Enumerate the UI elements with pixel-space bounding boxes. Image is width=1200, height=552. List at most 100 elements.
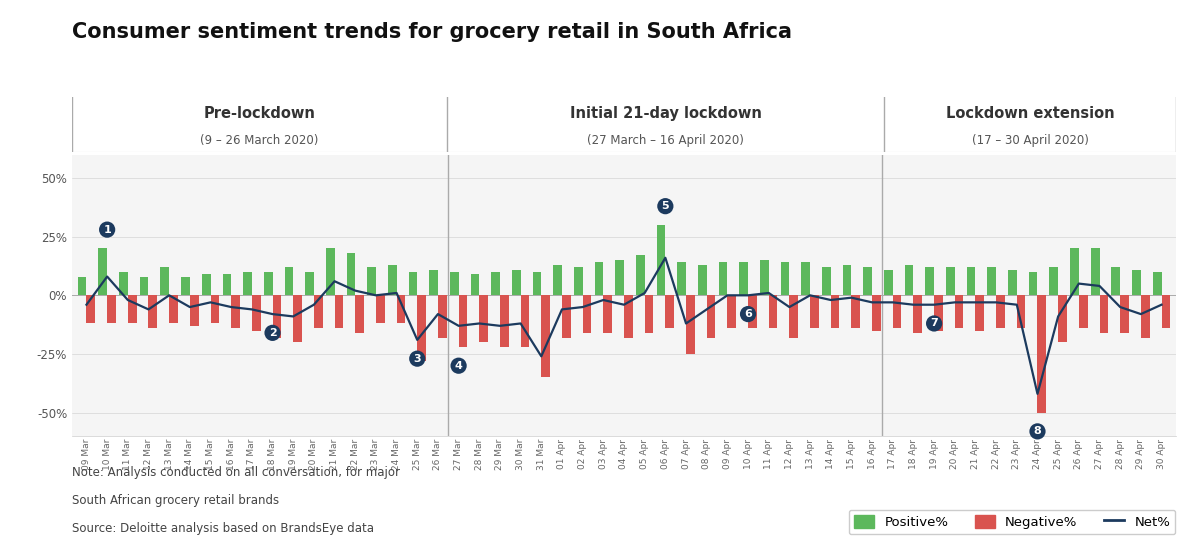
Bar (347, 253, 355, 295)
Bar (686, 295, 695, 354)
Bar (1120, 295, 1129, 333)
Bar (748, 295, 757, 328)
Bar (925, 267, 934, 295)
Bar (438, 295, 446, 337)
Bar (656, 225, 665, 295)
Bar (284, 267, 293, 295)
Bar (533, 272, 541, 295)
Bar (893, 295, 901, 328)
Bar (842, 265, 852, 295)
Bar (367, 267, 376, 295)
Bar (512, 269, 521, 295)
Bar (78, 277, 86, 295)
Text: Consumer sentiment trends for grocery retail in South Africa: Consumer sentiment trends for grocery re… (72, 22, 792, 42)
Bar (1008, 269, 1016, 295)
Bar (202, 274, 210, 295)
Bar (624, 295, 632, 337)
Bar (790, 295, 798, 337)
Bar (326, 248, 335, 295)
Bar (739, 263, 748, 295)
Bar (1132, 269, 1141, 295)
Bar (905, 265, 913, 295)
Bar (388, 265, 396, 295)
Bar (1153, 272, 1162, 295)
Bar (553, 265, 562, 295)
Bar (408, 272, 418, 295)
Bar (458, 295, 467, 347)
Bar (636, 256, 644, 295)
Text: Initial 21-day lockdown: Initial 21-day lockdown (570, 105, 762, 121)
Bar (169, 295, 178, 323)
Bar (677, 263, 686, 295)
Text: 8: 8 (1033, 426, 1042, 437)
Bar (107, 295, 116, 323)
Bar (698, 265, 707, 295)
Bar (760, 260, 769, 295)
Bar (1099, 295, 1108, 333)
Text: Note: Analysis conducted on all conversation, for major: Note: Analysis conducted on all conversa… (72, 466, 400, 480)
Bar (781, 263, 790, 295)
Bar (252, 295, 260, 331)
Bar (541, 295, 550, 378)
Bar (988, 267, 996, 295)
Bar (996, 295, 1004, 328)
Bar (967, 267, 976, 295)
Text: South African grocery retail brands: South African grocery retail brands (72, 494, 280, 507)
Bar (335, 295, 343, 328)
Bar (665, 295, 674, 328)
Bar (396, 295, 406, 323)
Bar (616, 260, 624, 295)
Bar (149, 295, 157, 328)
Bar (707, 295, 715, 337)
Text: 2: 2 (269, 328, 276, 338)
Bar (181, 277, 190, 295)
Bar (430, 269, 438, 295)
Bar (822, 267, 830, 295)
Text: 3: 3 (414, 354, 421, 364)
Bar (418, 295, 426, 361)
Bar (1111, 267, 1120, 295)
Bar (355, 295, 364, 333)
Bar (1079, 295, 1087, 328)
Bar (470, 274, 479, 295)
Bar (500, 295, 509, 347)
Bar (595, 263, 604, 295)
Bar (293, 295, 302, 342)
Bar (232, 295, 240, 328)
Bar (305, 272, 314, 295)
Bar (1050, 267, 1058, 295)
Bar (1058, 295, 1067, 342)
Bar (210, 295, 220, 323)
Bar (727, 295, 736, 328)
Bar (955, 295, 964, 328)
Bar (1141, 295, 1150, 337)
Bar (719, 263, 727, 295)
Bar (98, 248, 107, 295)
Bar (852, 295, 860, 328)
Bar (864, 267, 872, 295)
Bar (119, 272, 128, 295)
Bar (86, 295, 95, 323)
Text: 6: 6 (744, 309, 752, 319)
Bar (913, 295, 922, 333)
Bar (604, 295, 612, 333)
Bar (830, 295, 840, 328)
Bar (244, 272, 252, 295)
Bar (1070, 248, 1079, 295)
Text: 4: 4 (455, 360, 462, 371)
Bar (976, 295, 984, 331)
Bar (769, 295, 778, 328)
Bar (190, 295, 198, 326)
Text: (17 – 30 April 2020): (17 – 30 April 2020) (972, 134, 1088, 147)
Bar (1016, 295, 1026, 328)
Bar (1038, 295, 1046, 412)
Bar (128, 295, 137, 323)
Text: (9 – 26 March 2020): (9 – 26 March 2020) (200, 134, 319, 147)
Bar (562, 295, 571, 337)
Bar (491, 272, 500, 295)
Text: 7: 7 (930, 319, 938, 328)
Bar (1091, 248, 1099, 295)
Text: Pre-lockdown: Pre-lockdown (204, 105, 316, 121)
Text: (27 March – 16 April 2020): (27 March – 16 April 2020) (587, 134, 744, 147)
Bar (583, 295, 592, 333)
